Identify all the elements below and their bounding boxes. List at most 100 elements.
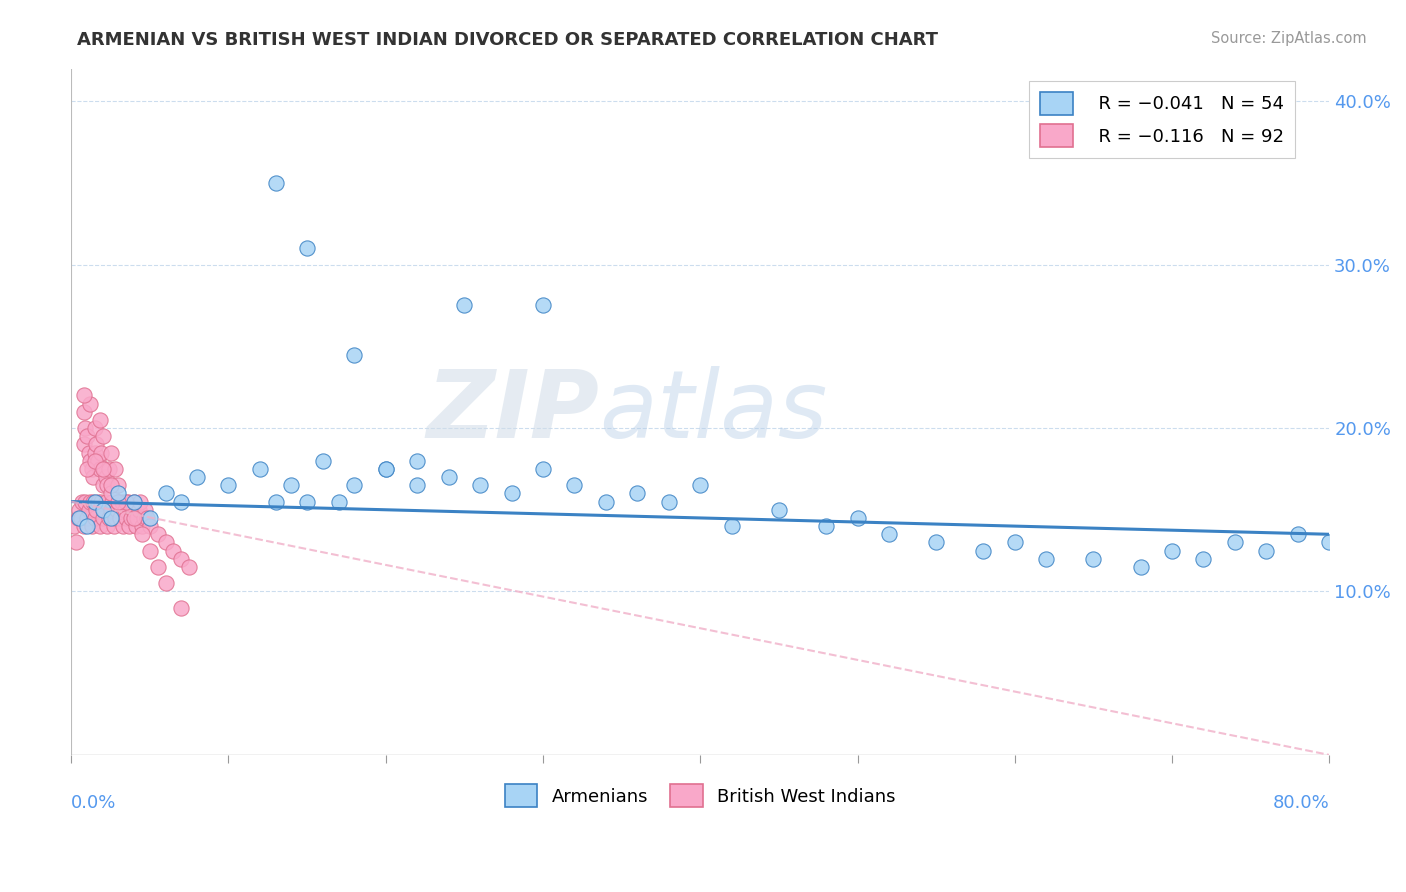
Point [100, 511, 122, 525]
Point [155, 576, 177, 591]
Point [343, 347, 366, 361]
Point [118, 519, 141, 533]
Point [720, 519, 742, 533]
Point [531, 298, 554, 312]
Point [107, 486, 129, 500]
Point [129, 494, 152, 508]
Point [437, 470, 460, 484]
Point [264, 176, 287, 190]
Point [93, 462, 115, 476]
Text: atlas: atlas [599, 367, 828, 458]
Point [80, 519, 103, 533]
Point [77, 445, 100, 459]
Point [112, 519, 135, 533]
Point [689, 478, 711, 492]
Point [80, 462, 103, 476]
Point [86, 502, 108, 516]
Point [65, 535, 87, 549]
Point [73, 519, 96, 533]
Point [67, 511, 90, 525]
Point [501, 486, 523, 500]
Point [768, 502, 790, 516]
Point [91, 502, 114, 516]
Point [91, 429, 114, 443]
Point [114, 502, 136, 516]
Point [83, 445, 105, 459]
Point [83, 494, 105, 508]
Point [79, 396, 101, 410]
Point [564, 478, 586, 492]
Point [972, 543, 994, 558]
Point [76, 462, 98, 476]
Point [1317, 535, 1340, 549]
Point [280, 478, 302, 492]
Point [100, 445, 122, 459]
Point [98, 511, 121, 525]
Point [120, 511, 142, 525]
Point [77, 502, 100, 516]
Point [121, 502, 143, 516]
Point [374, 462, 396, 476]
Point [468, 478, 491, 492]
Point [63, 519, 86, 533]
Point [96, 478, 118, 492]
Point [87, 494, 110, 508]
Point [155, 535, 177, 549]
Point [595, 494, 617, 508]
Point [96, 519, 118, 533]
Point [170, 551, 193, 566]
Point [91, 511, 114, 525]
Point [1004, 535, 1026, 549]
Point [98, 462, 121, 476]
Point [1256, 543, 1278, 558]
Point [100, 502, 122, 516]
Point [107, 494, 129, 508]
Point [83, 421, 105, 435]
Point [343, 478, 366, 492]
Point [406, 454, 429, 468]
Point [82, 494, 104, 508]
Point [374, 462, 396, 476]
Point [93, 502, 115, 516]
Point [101, 494, 124, 508]
Point [170, 494, 193, 508]
Point [328, 494, 350, 508]
Point [146, 560, 169, 574]
Point [79, 454, 101, 468]
Point [1192, 551, 1215, 566]
Point [90, 494, 112, 508]
Point [295, 494, 318, 508]
Point [122, 511, 145, 525]
Point [406, 478, 429, 492]
Point [73, 437, 96, 451]
Point [1083, 551, 1105, 566]
Point [134, 502, 156, 516]
Point [83, 511, 105, 525]
Point [89, 413, 111, 427]
Text: 0.0%: 0.0% [72, 794, 117, 812]
Point [83, 454, 105, 468]
Point [658, 494, 681, 508]
Point [90, 445, 112, 459]
Text: ZIP: ZIP [427, 366, 599, 458]
Point [75, 494, 97, 508]
Point [131, 519, 153, 533]
Point [91, 462, 114, 476]
Point [453, 298, 475, 312]
Point [76, 511, 98, 525]
Point [264, 494, 287, 508]
Point [79, 494, 101, 508]
Point [86, 437, 108, 451]
Point [76, 519, 98, 533]
Point [132, 511, 155, 525]
Point [73, 388, 96, 402]
Point [105, 502, 128, 516]
Text: 80.0%: 80.0% [1272, 794, 1329, 812]
Point [312, 454, 335, 468]
Point [170, 600, 193, 615]
Point [877, 527, 900, 541]
Point [626, 486, 648, 500]
Point [531, 462, 554, 476]
Point [115, 494, 138, 508]
Point [139, 543, 162, 558]
